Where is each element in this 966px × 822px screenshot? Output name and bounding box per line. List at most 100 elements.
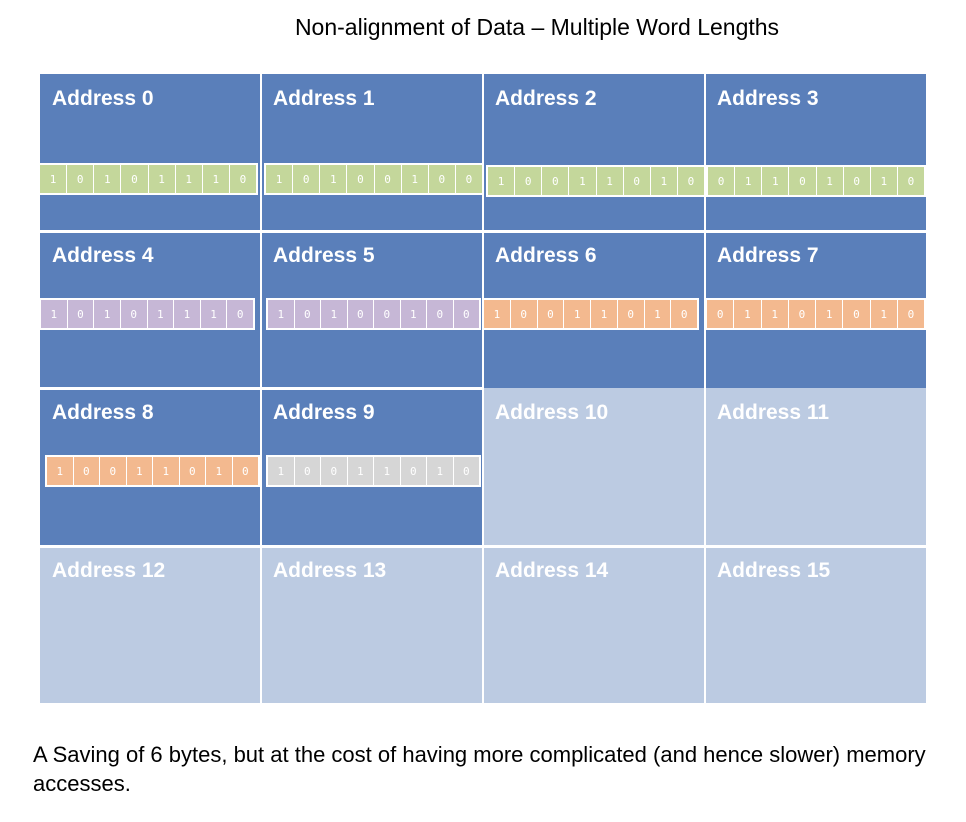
- bit-value: 0: [515, 167, 543, 195]
- address-cell: Address 10: [483, 388, 705, 546]
- bit-value: 0: [844, 167, 871, 195]
- address-cell: Address 12: [40, 546, 261, 703]
- bit-value: 1: [401, 300, 427, 328]
- memory-grid: Address 0 Address 1 Address 2 Address 3 …: [38, 74, 926, 703]
- bit-value: 1: [266, 165, 294, 193]
- bit-value: 0: [843, 300, 871, 328]
- bit-value: 1: [41, 300, 68, 328]
- address-label: Address 5: [273, 244, 375, 267]
- bit-value: 0: [427, 300, 454, 328]
- bit-value: 0: [347, 165, 375, 193]
- bit-value: 0: [907, 174, 915, 188]
- bit-value: 1: [762, 300, 789, 328]
- caption-text: A Saving of 6 bytes, but at the cost of …: [33, 742, 926, 796]
- bit-value: 1: [321, 300, 348, 328]
- address-label: Address 11: [717, 401, 830, 424]
- bit-value: 1: [174, 300, 201, 328]
- grid-divider: [40, 230, 926, 233]
- grid-divider: [482, 74, 484, 703]
- bit-value: 1: [735, 167, 763, 195]
- bit-value: 1: [268, 300, 295, 328]
- address-label: Address 9: [273, 401, 375, 424]
- bit-value: 1: [94, 300, 121, 328]
- bit-value: 1: [651, 167, 678, 195]
- address-label: Address 7: [717, 244, 819, 267]
- bit-value: 0: [680, 307, 688, 321]
- bit-value: 1: [40, 165, 68, 193]
- bit-value: 1: [871, 167, 898, 195]
- bit-value: 0: [624, 167, 651, 195]
- bit-value: 0: [374, 300, 401, 328]
- bit-value: 1: [149, 165, 176, 193]
- bit-value: 0: [295, 300, 321, 328]
- bit-value: 1: [374, 457, 401, 485]
- bit-value: 1: [427, 457, 454, 485]
- bit-value: 1: [488, 167, 516, 195]
- bit-value: 1: [94, 165, 122, 193]
- bit-value: 1: [203, 165, 230, 193]
- address-label: Address 6: [495, 244, 597, 267]
- bit-value: 0: [542, 167, 570, 195]
- grid-divider: [40, 387, 483, 390]
- bit-value: 1: [734, 300, 762, 328]
- address-cell: Address 3: [705, 74, 926, 231]
- address-cell: Address 13: [261, 546, 483, 703]
- bit-value: 1: [47, 457, 74, 485]
- address-label: Address 10: [495, 401, 609, 424]
- bit-value: 0: [121, 300, 148, 328]
- address-label: Address 14: [495, 559, 609, 582]
- bit-value: 0: [241, 464, 249, 478]
- address-cell: Address 1: [261, 74, 483, 231]
- bit-value: 0: [465, 172, 473, 186]
- bit-value: 1: [484, 300, 511, 328]
- bit-value: 1: [153, 457, 180, 485]
- bit-value: 1: [268, 457, 295, 485]
- bit-value: 1: [569, 167, 597, 195]
- bit-value: 0: [429, 165, 456, 193]
- diagram-title: Non-alignment of Data – Multiple Word Le…: [294, 14, 780, 40]
- bit-value: 1: [320, 165, 348, 193]
- bit-value: 1: [564, 300, 591, 328]
- bit-value: 0: [68, 300, 95, 328]
- address-label: Address 0: [52, 87, 154, 110]
- address-cell: Address 0: [40, 74, 261, 231]
- bit-value: 0: [100, 457, 127, 485]
- bit-value: 0: [462, 307, 470, 321]
- bit-value: 0: [708, 167, 736, 195]
- grid-divider: [40, 545, 926, 548]
- bit-value: 1: [148, 300, 175, 328]
- bit-value: 0: [618, 300, 645, 328]
- bit-value: 0: [462, 464, 470, 478]
- address-label: Address 1: [273, 87, 375, 110]
- bit-value: 1: [201, 300, 228, 328]
- bit-value: 0: [74, 457, 100, 485]
- bit-value: 0: [687, 174, 695, 188]
- bit-value: 1: [127, 457, 153, 485]
- bit-value: 0: [239, 172, 247, 186]
- address-cell: Address 11: [705, 388, 926, 546]
- bit-value: 1: [206, 457, 233, 485]
- bit-value: 1: [871, 300, 898, 328]
- bit-value: 0: [789, 167, 817, 195]
- bit-value: 0: [293, 165, 321, 193]
- address-cell: Address 14: [483, 546, 705, 703]
- bit-value: 0: [511, 300, 538, 328]
- bit-value: 1: [817, 167, 844, 195]
- bit-value: 1: [591, 300, 618, 328]
- address-label: Address 4: [52, 244, 154, 267]
- address-label: Address 12: [52, 559, 166, 582]
- bit-value: 0: [401, 457, 427, 485]
- address-label: Address 15: [717, 559, 831, 582]
- bit-value: 1: [348, 457, 374, 485]
- bit-value: 0: [236, 307, 244, 321]
- address-cell: Address 2: [483, 74, 705, 231]
